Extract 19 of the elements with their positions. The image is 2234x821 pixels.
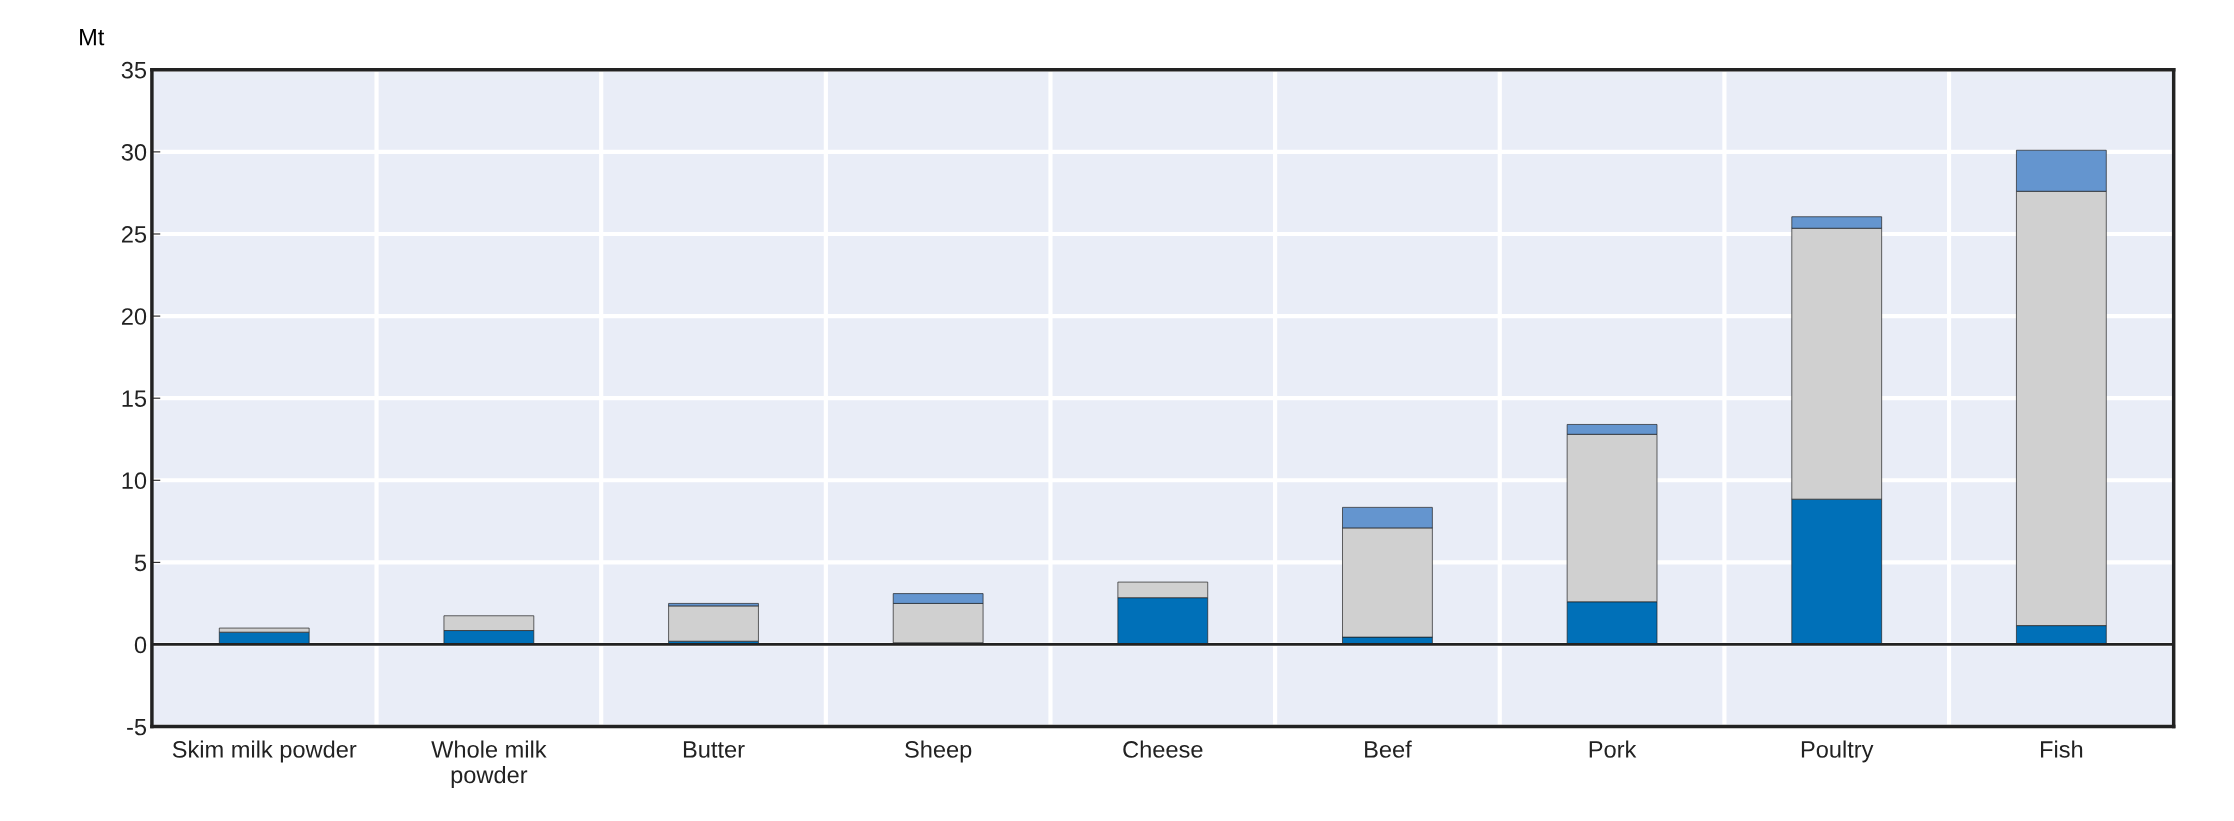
x-tick-label: Skim milk powder: [172, 740, 357, 763]
x-tick-label: Cheese: [1123, 740, 1203, 758]
y-tick-label: 0: [134, 636, 147, 654]
x-tick-label: Beef: [1365, 740, 1412, 758]
y-tick-label: 5: [134, 554, 147, 572]
y-tick-label: 15: [122, 390, 147, 407]
x-tick-label: Sheep: [905, 740, 972, 763]
y-axis-title: Mt: [80, 28, 105, 46]
y-tick-label: 30: [121, 143, 147, 161]
x-tick-label: Butter: [683, 741, 745, 758]
y-tick-label: 35: [121, 61, 147, 79]
x-tick-label: Whole milk powder: [431, 740, 547, 788]
y-tick-label: 20: [121, 308, 147, 325]
y-tick-label: -5: [127, 718, 147, 736]
y-tick-label: 25: [121, 226, 147, 243]
x-tick-label: Pork: [1589, 740, 1637, 758]
x-tick-label: Poultry: [1801, 740, 1874, 763]
y-tick-label: 10: [122, 472, 147, 490]
x-tick-label: Fish: [2041, 740, 2083, 758]
